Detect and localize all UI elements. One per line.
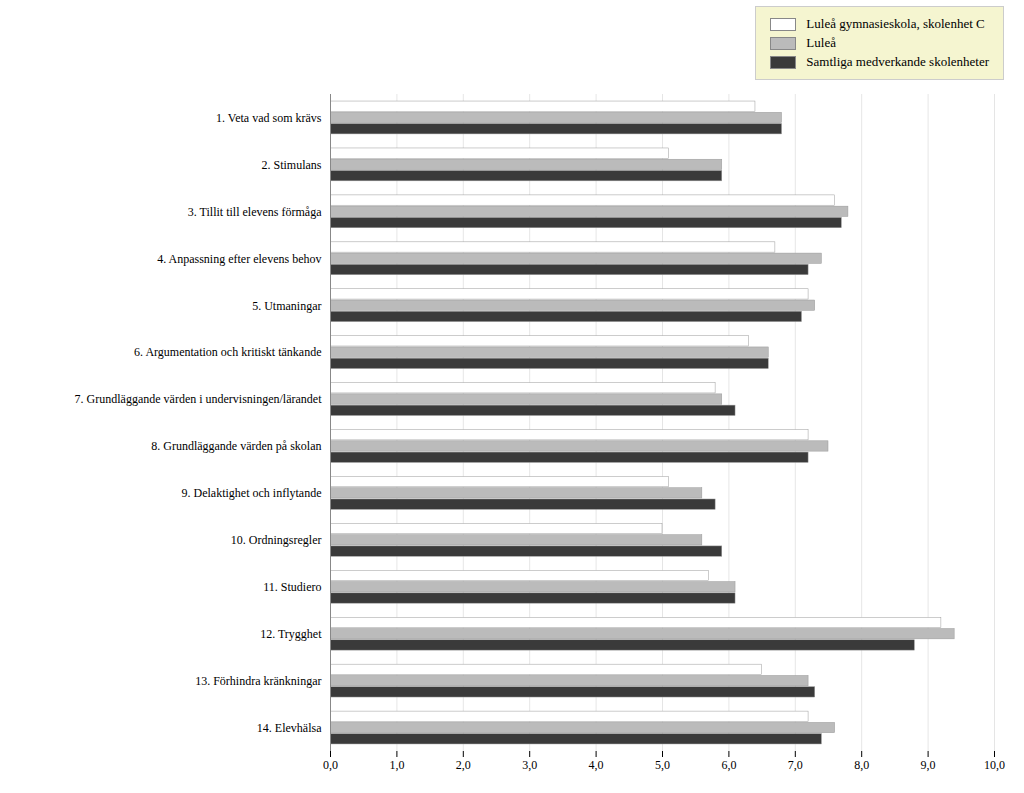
svg-text:2. Stimulans: 2. Stimulans (261, 158, 321, 172)
html-text:Luleå gymnasieskola, skolenhet: Luleå gymnasieskola, skolenhet C (806, 16, 985, 31)
svg-text:6. Argumentation och kritiskt: 6. Argumentation och kritiskt tänkande (134, 345, 321, 359)
svg-text:5. Utmaningar: 5. Utmaningar (252, 299, 321, 313)
svg-text:11. Studiero: 11. Studiero (263, 580, 321, 594)
svg-text:7,0: 7,0 (788, 758, 803, 772)
svg-text:13. Förhindra kränkningar: 13. Förhindra kränkningar (195, 674, 321, 688)
svg-text:10. Ordningsregler: 10. Ordningsregler (231, 533, 322, 547)
svg-text:2,0: 2,0 (456, 758, 471, 772)
svg-text:4. Anpassning efter elevens be: 4. Anpassning efter elevens behov (157, 252, 321, 266)
html-text:Samtliga medverkande skolenhet: Samtliga medverkande skolenheter (806, 54, 989, 69)
svg-text:10,0: 10,0 (984, 758, 1005, 772)
svg-text:6,0: 6,0 (721, 758, 736, 772)
svg-text:9. Delaktighet och inflytande: 9. Delaktighet och inflytande (182, 486, 322, 500)
svg-text:8,0: 8,0 (854, 758, 869, 772)
svg-text:4,0: 4,0 (589, 758, 604, 772)
svg-text:3,0: 3,0 (522, 758, 537, 772)
svg-text:12. Trygghet: 12. Trygghet (260, 627, 322, 641)
svg-text:5,0: 5,0 (655, 758, 670, 772)
svg-text:14. Elevhälsa: 14. Elevhälsa (257, 721, 322, 735)
svg-text:7. Grundläggande värden i unde: 7. Grundläggande värden i undervisningen… (75, 392, 323, 406)
svg-text:9,0: 9,0 (921, 758, 936, 772)
svg-text:0,0: 0,0 (323, 758, 338, 772)
svg-text:8. Grundläggande värden på sko: 8. Grundläggande värden på skolan (151, 439, 321, 453)
svg-text:1,0: 1,0 (389, 758, 404, 772)
html-text:Luleå: Luleå (806, 35, 836, 50)
svg-text:3. Tillit till elevens förmåga: 3. Tillit till elevens förmåga (188, 205, 322, 219)
svg-text:1. Veta vad som krävs: 1. Veta vad som krävs (216, 111, 322, 125)
